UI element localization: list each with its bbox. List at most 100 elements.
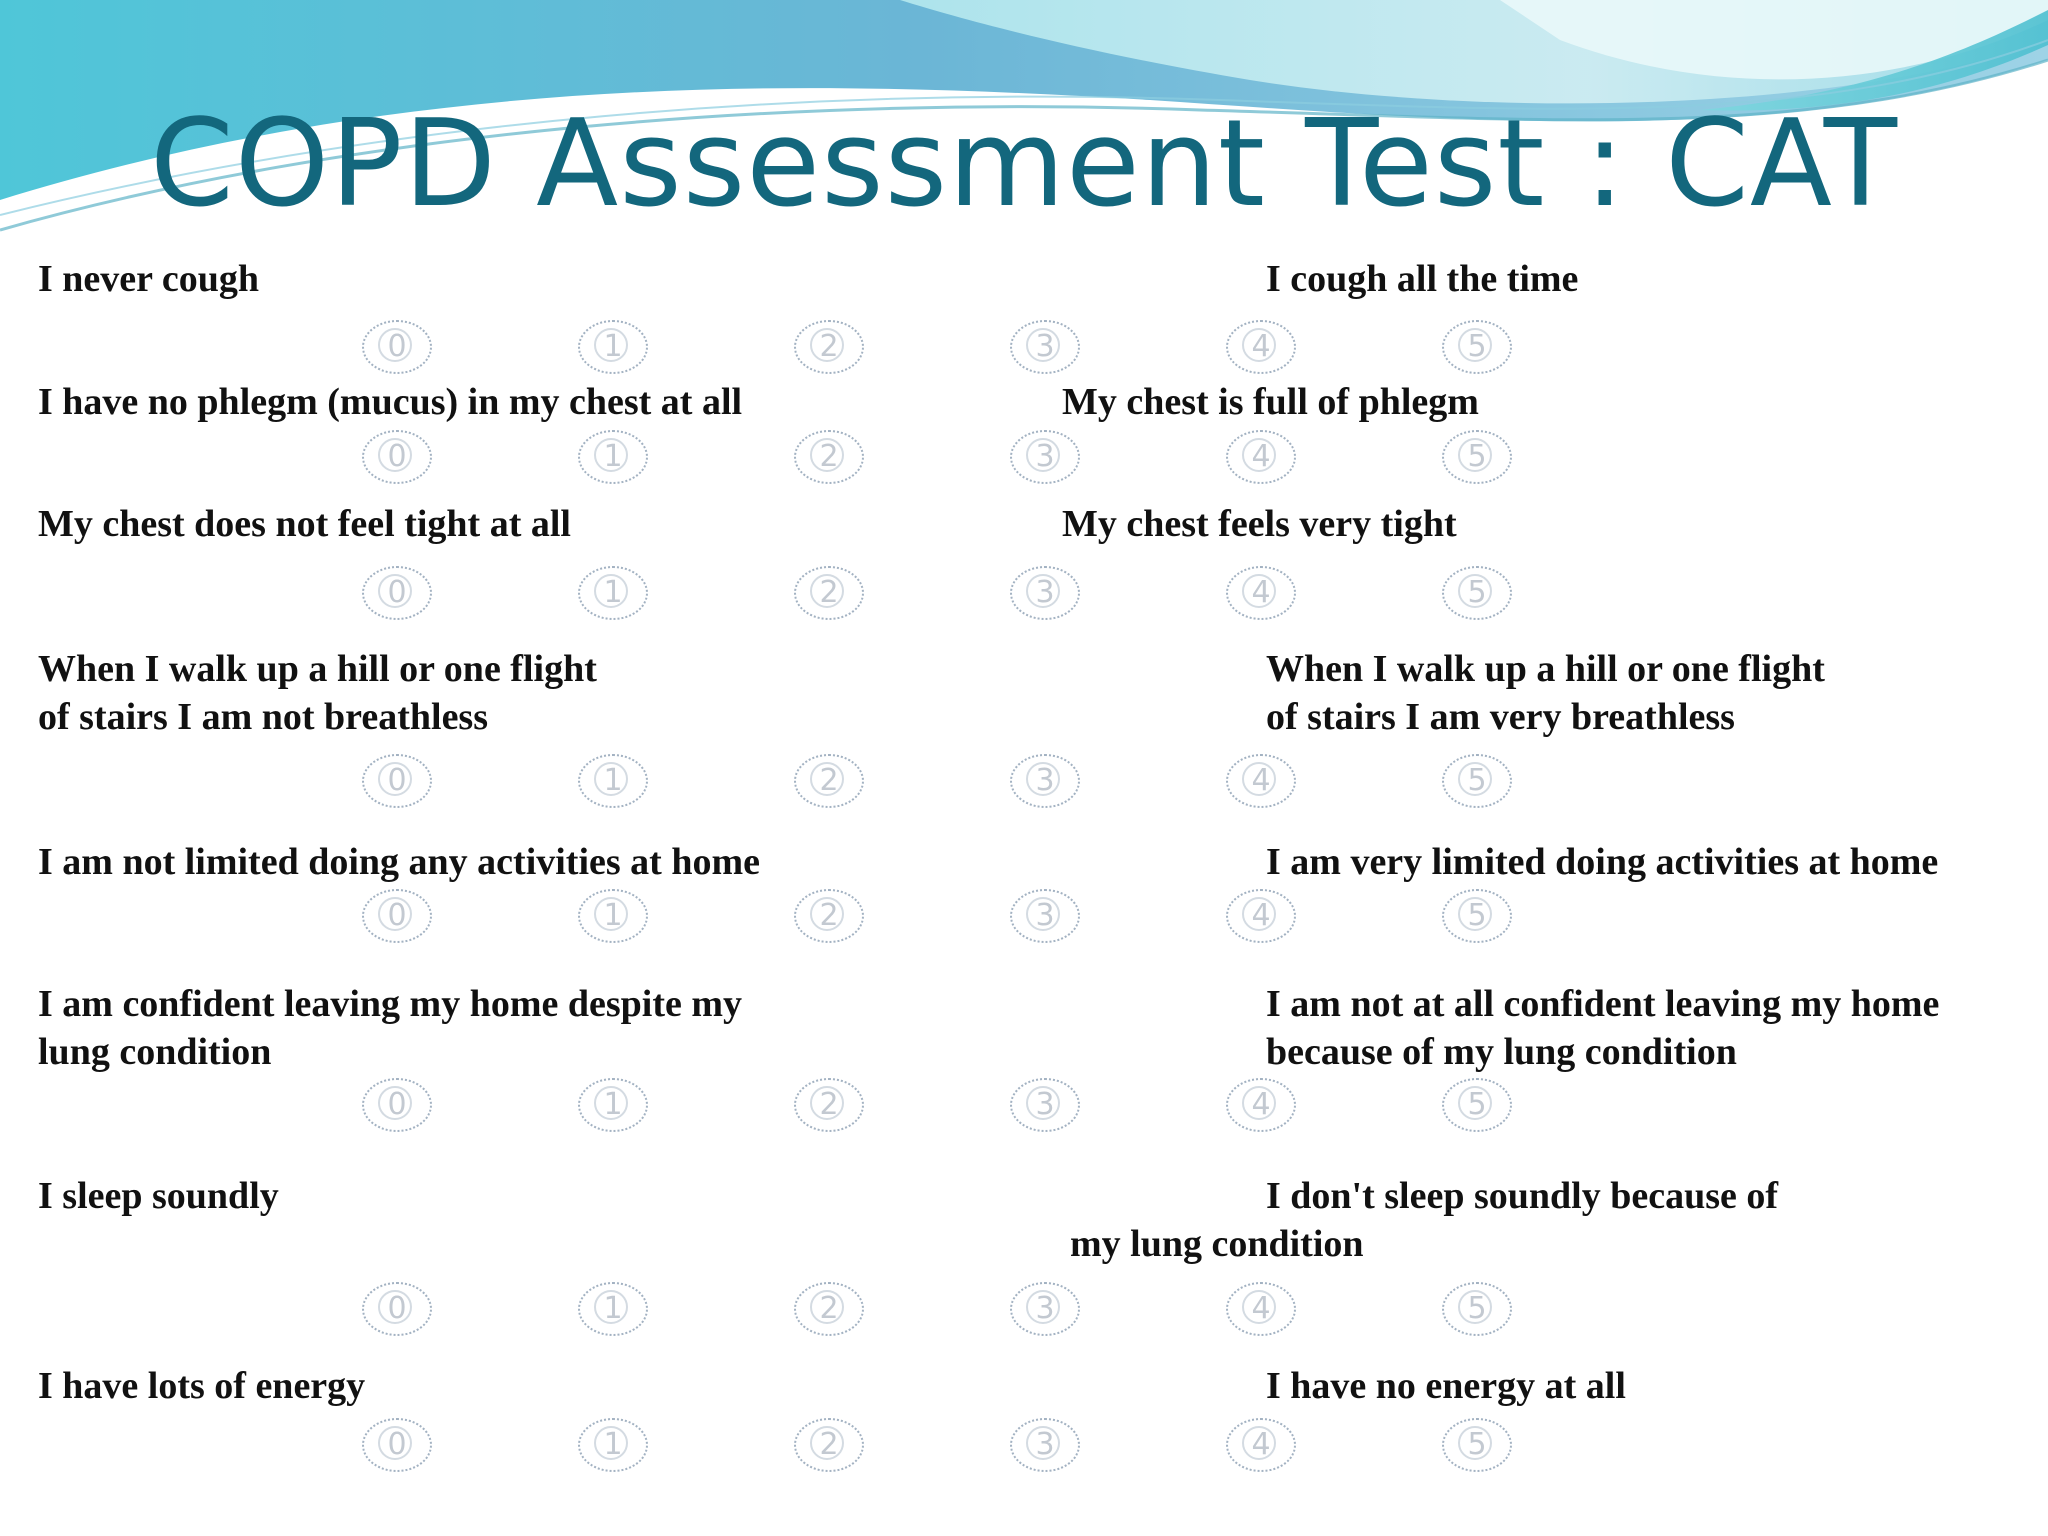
score-option-2[interactable]: 2 [794, 1418, 864, 1472]
score-option-label: 3 [1035, 763, 1055, 798]
item-2-right-statement-line: My chest is full of phlegm [1062, 381, 1479, 423]
score-option-5[interactable]: 5 [1442, 320, 1512, 374]
score-option-label: 4 [1251, 763, 1271, 798]
score-option-3[interactable]: 3 [1010, 1282, 1080, 1336]
score-option-4[interactable]: 4 [1226, 889, 1296, 943]
score-option-label: 5 [1467, 763, 1487, 798]
score-option-2[interactable]: 2 [794, 1078, 864, 1132]
score-option-1[interactable]: 1 [578, 320, 648, 374]
score-option-label: 5 [1467, 1087, 1487, 1122]
score-option-1[interactable]: 1 [578, 754, 648, 808]
score-option-0[interactable]: 0 [362, 566, 432, 620]
score-option-1[interactable]: 1 [578, 1282, 648, 1336]
score-option-label: 0 [387, 329, 407, 364]
score-option-label: 1 [603, 575, 623, 610]
score-option-0[interactable]: 0 [362, 1418, 432, 1472]
score-option-0[interactable]: 0 [362, 430, 432, 484]
score-option-5[interactable]: 5 [1442, 1078, 1512, 1132]
item-7-right-statement-line: I don't sleep soundly because of [1266, 1175, 1779, 1217]
left-statement-line: I am not limited doing any activities at… [38, 841, 760, 883]
score-option-0[interactable]: 0 [362, 889, 432, 943]
score-option-1[interactable]: 1 [578, 889, 648, 943]
score-option-4[interactable]: 4 [1226, 754, 1296, 808]
score-option-label: 2 [819, 1427, 839, 1462]
score-option-3[interactable]: 3 [1010, 430, 1080, 484]
score-option-1[interactable]: 1 [578, 1418, 648, 1472]
item-2-score-scale: 0 1 2 3 4 5 [0, 430, 2048, 490]
item-4-left-statement: When I walk up a hill or one flight of st… [38, 645, 597, 741]
score-option-5[interactable]: 5 [1442, 1418, 1512, 1472]
score-option-2[interactable]: 2 [794, 754, 864, 808]
score-option-4[interactable]: 4 [1226, 320, 1296, 374]
item-6-right-statement-line: because of my lung condition [1266, 1031, 1737, 1073]
score-option-5[interactable]: 5 [1442, 430, 1512, 484]
score-option-3[interactable]: 3 [1010, 889, 1080, 943]
score-option-2[interactable]: 2 [794, 320, 864, 374]
score-option-label: 1 [603, 898, 623, 933]
item-8-left-statement: I have lots of energy [38, 1362, 365, 1410]
score-option-4[interactable]: 4 [1226, 430, 1296, 484]
score-option-4[interactable]: 4 [1226, 566, 1296, 620]
item-2-left-statement: I have no phlegm (mucus) in my chest at … [38, 378, 742, 426]
score-option-5[interactable]: 5 [1442, 566, 1512, 620]
score-option-3[interactable]: 3 [1010, 1078, 1080, 1132]
score-option-label: 4 [1251, 898, 1271, 933]
score-option-label: 1 [603, 1087, 623, 1122]
score-option-label: 1 [603, 329, 623, 364]
score-option-5[interactable]: 5 [1442, 754, 1512, 808]
score-option-0[interactable]: 0 [362, 320, 432, 374]
score-option-label: 2 [819, 1087, 839, 1122]
score-option-5[interactable]: 5 [1442, 1282, 1512, 1336]
item-3-right-statement-line: My chest feels very tight [1062, 503, 1457, 545]
score-option-4[interactable]: 4 [1226, 1418, 1296, 1472]
item-5-right-statement-line: I am very limited doing activities at ho… [1266, 841, 1939, 883]
score-option-4[interactable]: 4 [1226, 1282, 1296, 1336]
header-wave-decoration [0, 0, 2048, 232]
score-option-label: 1 [603, 439, 623, 474]
item-4-right-statement-line: of stairs I am very breathless [1266, 696, 1735, 738]
score-option-4[interactable]: 4 [1226, 1078, 1296, 1132]
score-option-label: 4 [1251, 1427, 1271, 1462]
left-statement-line: I have no phlegm (mucus) in my chest at … [38, 381, 743, 423]
score-option-3[interactable]: 3 [1010, 1418, 1080, 1472]
score-option-3[interactable]: 3 [1010, 320, 1080, 374]
left-statement-line: My chest does not feel tight at all [38, 503, 571, 545]
score-option-1[interactable]: 1 [578, 1078, 648, 1132]
score-option-0[interactable]: 0 [362, 754, 432, 808]
score-option-label: 4 [1251, 575, 1271, 610]
score-option-label: 2 [819, 439, 839, 474]
item-6-score-scale: 0 1 2 3 4 5 [0, 1078, 2048, 1138]
score-option-label: 1 [603, 763, 623, 798]
left-statement-line: I am confident leaving my home despite m… [38, 983, 743, 1025]
score-option-label: 1 [603, 1427, 623, 1462]
score-option-1[interactable]: 1 [578, 566, 648, 620]
score-option-label: 3 [1035, 575, 1055, 610]
score-option-2[interactable]: 2 [794, 430, 864, 484]
left-statement-line: When I walk up a hill or one flight [38, 648, 597, 690]
item-1-left-statement: I never cough [38, 255, 259, 303]
score-option-0[interactable]: 0 [362, 1282, 432, 1336]
item-4-right-statement-line: When I walk up a hill or one flight [1266, 648, 1825, 690]
score-option-label: 3 [1035, 898, 1055, 933]
item-3-left-statement: My chest does not feel tight at all [38, 500, 571, 548]
score-option-label: 0 [387, 1427, 407, 1462]
left-statement-line: I never cough [38, 258, 259, 300]
score-option-5[interactable]: 5 [1442, 889, 1512, 943]
score-option-label: 0 [387, 575, 407, 610]
score-option-3[interactable]: 3 [1010, 754, 1080, 808]
item-5-left-statement: I am not limited doing any activities at… [38, 838, 760, 886]
score-option-label: 5 [1467, 439, 1487, 474]
score-option-label: 2 [819, 1291, 839, 1326]
score-option-label: 0 [387, 439, 407, 474]
score-option-3[interactable]: 3 [1010, 566, 1080, 620]
left-statement-line: of stairs I am not breathless [38, 696, 489, 738]
score-option-2[interactable]: 2 [794, 566, 864, 620]
score-option-2[interactable]: 2 [794, 1282, 864, 1336]
score-option-1[interactable]: 1 [578, 430, 648, 484]
score-option-2[interactable]: 2 [794, 889, 864, 943]
score-option-0[interactable]: 0 [362, 1078, 432, 1132]
score-option-label: 2 [819, 898, 839, 933]
score-option-label: 2 [819, 329, 839, 364]
score-option-label: 4 [1251, 1291, 1271, 1326]
